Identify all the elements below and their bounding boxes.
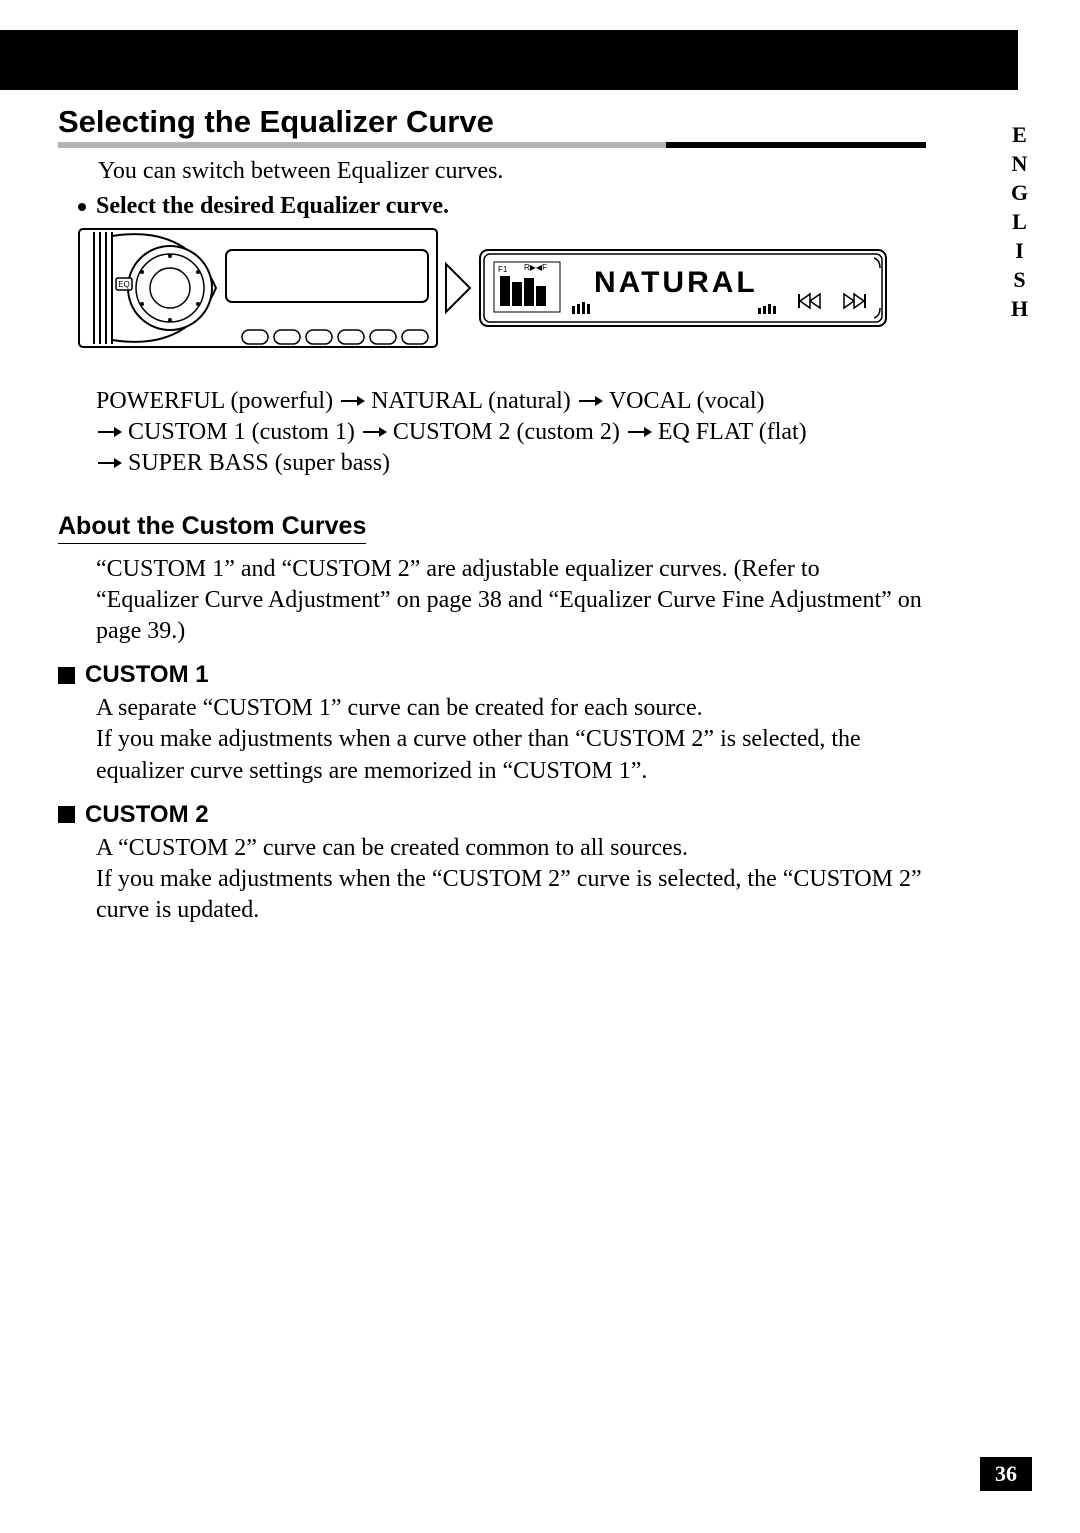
arrow-icon [626, 417, 652, 448]
page: Selecting the Equalizer Curve You can sw… [0, 0, 1080, 1533]
sequence-block: POWERFUL (powerful) NATURAL (natural) VO… [96, 386, 926, 480]
device-illustration: EQ [78, 228, 438, 348]
custom-curves-intro: “CUSTOM 1” and “CUSTOM 2” are adjustable… [96, 554, 926, 648]
bullet-dot-icon [78, 203, 86, 211]
content: Selecting the Equalizer Curve You can sw… [58, 104, 926, 940]
seq-item: NATURAL (natural) [371, 386, 571, 417]
display-text: NATURAL [594, 266, 758, 299]
section-title-wrap: Selecting the Equalizer Curve [58, 104, 926, 148]
arrow-right-icon [440, 228, 476, 348]
custom-curves-title: About the Custom Curves [58, 512, 366, 544]
arrow-icon [96, 448, 122, 479]
seq-item: POWERFUL (powerful) [96, 386, 333, 417]
seq-item: CUSTOM 1 (custom 1) [128, 417, 355, 448]
custom2-text: A “CUSTOM 2” curve can be created common… [96, 833, 926, 927]
square-bullet-icon [58, 806, 75, 823]
section-title-underline [58, 142, 926, 148]
rnd-label: R▶◀F [524, 263, 547, 272]
seq-item: EQ FLAT (flat) [658, 417, 807, 448]
header-bar [0, 30, 1018, 90]
language-tab: ENGLISH [1006, 122, 1032, 325]
bullet-text: Select the desired Equalizer curve. [96, 193, 449, 220]
custom2-label: CUSTOM 2 [85, 801, 209, 829]
seq-item: CUSTOM 2 (custom 2) [393, 417, 620, 448]
arrow-icon [339, 386, 365, 417]
seq-item: VOCAL (vocal) [609, 386, 765, 417]
custom1-label: CUSTOM 1 [85, 661, 209, 689]
f1-label: F1 [498, 265, 508, 274]
arrow-icon [361, 417, 387, 448]
page-number: 36 [980, 1457, 1032, 1491]
seq-item: SUPER BASS (super bass) [128, 448, 390, 479]
figure-row: EQ [78, 228, 926, 348]
custom1-heading: CUSTOM 1 [58, 661, 926, 689]
custom1-text: A separate “CUSTOM 1” curve can be creat… [96, 693, 926, 787]
bullet-line: Select the desired Equalizer curve. [78, 193, 926, 220]
square-bullet-icon [58, 667, 75, 684]
custom2-heading: CUSTOM 2 [58, 801, 926, 829]
svg-text:EQ: EQ [118, 280, 130, 289]
section-title: Selecting the Equalizer Curve [58, 104, 926, 142]
arrow-icon [577, 386, 603, 417]
arrow-icon [96, 417, 122, 448]
intro-text: You can switch between Equalizer curves. [98, 158, 926, 185]
display-panel: F1 R▶◀F NATURAL [478, 248, 888, 328]
